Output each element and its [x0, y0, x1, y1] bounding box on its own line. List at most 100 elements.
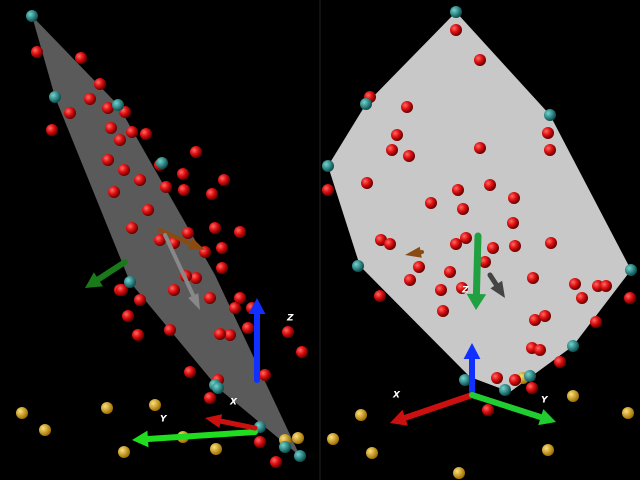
- left-normal-arrow-shaft: [158, 228, 193, 246]
- red-sphere: [154, 234, 166, 246]
- red-sphere: [168, 284, 180, 296]
- red-sphere: [134, 174, 146, 186]
- red-sphere: [507, 217, 519, 229]
- right-y-label: Y: [541, 396, 549, 406]
- red-sphere: [457, 203, 469, 215]
- red-sphere: [296, 346, 308, 358]
- hull-vertex: [26, 10, 38, 22]
- red-sphere: [437, 305, 449, 317]
- red-sphere: [229, 302, 241, 314]
- red-sphere: [487, 242, 499, 254]
- red-sphere: [403, 150, 415, 162]
- left-grey-arrow-shaft: [163, 233, 196, 298]
- red-sphere: [539, 310, 551, 322]
- red-sphere: [529, 314, 541, 326]
- red-sphere: [624, 292, 636, 304]
- red-sphere: [508, 192, 520, 204]
- red-sphere: [134, 294, 146, 306]
- hull-vertex: [156, 157, 168, 169]
- red-sphere: [178, 184, 190, 196]
- red-sphere: [404, 274, 416, 286]
- red-sphere: [435, 284, 447, 296]
- red-sphere: [484, 179, 496, 191]
- left-y-axis-shaft: [144, 429, 258, 442]
- red-sphere: [184, 366, 196, 378]
- red-sphere: [479, 256, 491, 268]
- red-sphere: [361, 177, 373, 189]
- red-sphere: [509, 240, 521, 252]
- left-x-label: X: [229, 398, 238, 408]
- red-sphere: [526, 382, 538, 394]
- gold-sphere: [210, 443, 222, 455]
- right-green-arrow-shaft: [472, 232, 482, 298]
- red-sphere: [527, 272, 539, 284]
- left-z-axis-head: [248, 298, 266, 314]
- red-sphere: [94, 78, 106, 90]
- red-sphere: [534, 344, 546, 356]
- right-y-axis-head: [538, 409, 556, 426]
- hull-vertex: [49, 91, 61, 103]
- red-sphere: [126, 222, 138, 234]
- hull-vertex: [625, 264, 637, 276]
- red-sphere: [391, 129, 403, 141]
- red-sphere: [375, 234, 387, 246]
- gold-sphere: [622, 407, 634, 419]
- red-sphere: [64, 107, 76, 119]
- red-sphere: [177, 168, 189, 180]
- red-sphere: [386, 144, 398, 156]
- left-y-axis-head: [132, 430, 149, 448]
- hull-vertex: [567, 340, 579, 352]
- red-sphere: [474, 54, 486, 66]
- right-grey-arrow-head: [490, 280, 505, 298]
- red-sphere: [214, 328, 226, 340]
- left-green-arrow-head: [85, 272, 103, 288]
- red-sphere: [122, 310, 134, 322]
- right-z-label: Z: [461, 286, 469, 296]
- red-sphere: [425, 197, 437, 209]
- red-sphere: [102, 154, 114, 166]
- red-sphere: [114, 134, 126, 146]
- red-sphere: [474, 142, 486, 154]
- gold-sphere: [542, 444, 554, 456]
- red-sphere: [31, 46, 43, 58]
- red-sphere: [206, 188, 218, 200]
- red-sphere: [132, 329, 144, 341]
- red-sphere: [105, 122, 117, 134]
- red-sphere: [204, 392, 216, 404]
- red-sphere: [600, 280, 612, 292]
- red-sphere: [374, 290, 386, 302]
- red-sphere: [116, 284, 128, 296]
- hull-vertex: [112, 99, 124, 111]
- red-sphere: [164, 324, 176, 336]
- red-sphere: [190, 146, 202, 158]
- red-sphere: [444, 266, 456, 278]
- red-sphere: [413, 261, 425, 273]
- left-y-label: Y: [160, 415, 168, 425]
- red-sphere: [126, 126, 138, 138]
- red-sphere: [450, 24, 462, 36]
- red-sphere: [460, 232, 472, 244]
- hull-vertex: [294, 450, 306, 462]
- red-sphere: [234, 292, 246, 304]
- red-sphere: [509, 374, 521, 386]
- red-sphere: [190, 272, 202, 284]
- right-x-axis-shaft: [402, 392, 475, 421]
- hull-vertex: [352, 260, 364, 272]
- hull-vertex: [524, 370, 536, 382]
- red-sphere: [102, 102, 114, 114]
- red-sphere: [234, 226, 246, 238]
- gold-sphere: [292, 432, 304, 444]
- gold-sphere: [567, 390, 579, 402]
- gold-sphere: [118, 446, 130, 458]
- red-sphere: [75, 52, 87, 64]
- red-sphere: [456, 282, 468, 294]
- right-brown-arrow-head: [405, 246, 422, 258]
- right-green-arrow-head: [466, 293, 487, 310]
- red-sphere: [204, 292, 216, 304]
- red-sphere: [224, 329, 236, 341]
- left-normal-arrow-head: [188, 238, 205, 250]
- red-sphere: [590, 316, 602, 328]
- gold-sphere: [355, 409, 367, 421]
- red-sphere: [118, 164, 130, 176]
